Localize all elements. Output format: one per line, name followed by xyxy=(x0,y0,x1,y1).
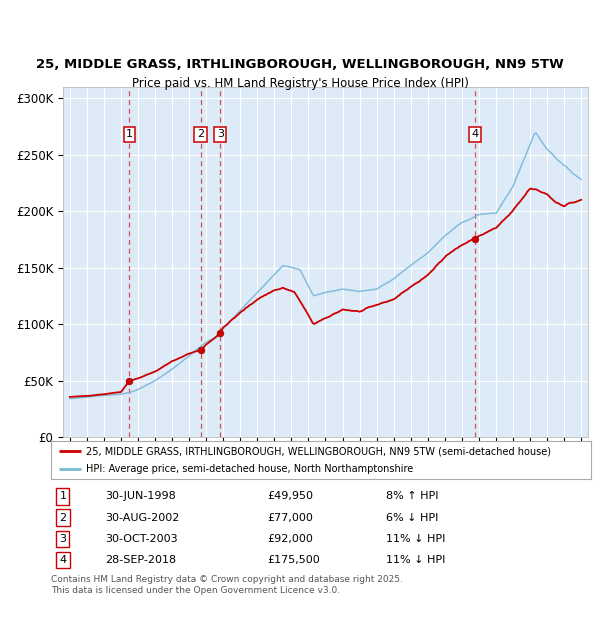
Text: 11% ↓ HPI: 11% ↓ HPI xyxy=(386,555,445,565)
Text: 28-SEP-2018: 28-SEP-2018 xyxy=(105,555,176,565)
Text: 2: 2 xyxy=(59,513,67,523)
Text: Price paid vs. HM Land Registry's House Price Index (HPI): Price paid vs. HM Land Registry's House … xyxy=(131,78,469,91)
Text: 3: 3 xyxy=(59,534,67,544)
Text: £92,000: £92,000 xyxy=(267,534,313,544)
Text: 4: 4 xyxy=(59,555,67,565)
Text: £175,500: £175,500 xyxy=(267,555,320,565)
Text: £77,000: £77,000 xyxy=(267,513,313,523)
Text: 30-AUG-2002: 30-AUG-2002 xyxy=(105,513,179,523)
Text: 30-OCT-2003: 30-OCT-2003 xyxy=(105,534,178,544)
Text: 30-JUN-1998: 30-JUN-1998 xyxy=(105,492,176,502)
Text: Contains HM Land Registry data © Crown copyright and database right 2025.
This d: Contains HM Land Registry data © Crown c… xyxy=(51,575,403,595)
Text: HPI: Average price, semi-detached house, North Northamptonshire: HPI: Average price, semi-detached house,… xyxy=(86,464,413,474)
Text: 25, MIDDLE GRASS, IRTHLINGBOROUGH, WELLINGBOROUGH, NN9 5TW (semi-detached house): 25, MIDDLE GRASS, IRTHLINGBOROUGH, WELLI… xyxy=(86,446,551,456)
Text: 4: 4 xyxy=(471,129,478,139)
Text: 11% ↓ HPI: 11% ↓ HPI xyxy=(386,534,445,544)
Text: 8% ↑ HPI: 8% ↑ HPI xyxy=(386,492,438,502)
Text: 3: 3 xyxy=(217,129,224,139)
Text: 1: 1 xyxy=(126,129,133,139)
Text: 25, MIDDLE GRASS, IRTHLINGBOROUGH, WELLINGBOROUGH, NN9 5TW: 25, MIDDLE GRASS, IRTHLINGBOROUGH, WELLI… xyxy=(36,58,564,71)
Text: 2: 2 xyxy=(197,129,204,139)
Text: £49,950: £49,950 xyxy=(267,492,313,502)
Text: 6% ↓ HPI: 6% ↓ HPI xyxy=(386,513,438,523)
Text: 1: 1 xyxy=(59,492,67,502)
